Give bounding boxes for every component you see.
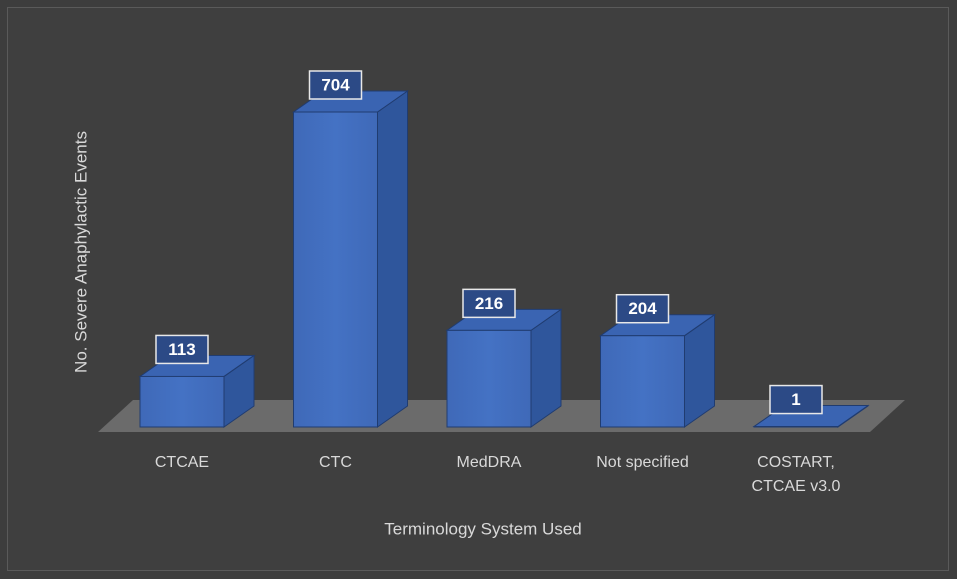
value-label: 704 — [321, 75, 350, 94]
value-label-box — [462, 288, 516, 319]
x-tick-label: Not specified — [596, 454, 689, 471]
bar-side — [377, 90, 408, 428]
bars: 113 704 216 204 1 — [138, 70, 870, 428]
value-label: 1 — [791, 390, 800, 409]
bar — [598, 313, 717, 428]
x-tick-label: CTCAE — [154, 454, 210, 471]
bar-front — [446, 329, 532, 428]
bar-front — [139, 375, 225, 428]
value-label: 113 — [168, 340, 195, 359]
value-label-box — [615, 293, 670, 324]
bar — [445, 308, 563, 428]
x-tick-label: COSTART, CTCAE v3.0 — [751, 454, 841, 495]
value-label: 216 — [475, 294, 503, 313]
x-axis-title: Terminology System Used — [384, 519, 581, 538]
y-axis-title: No. Severe Anaphylactic Events — [71, 131, 90, 373]
value-label-box — [769, 384, 823, 415]
bar-front — [600, 335, 685, 428]
x-tick-label: MedDRA — [456, 454, 522, 471]
value-label: 204 — [628, 299, 657, 318]
value-label-box — [308, 70, 363, 100]
bar-front — [293, 111, 378, 428]
bar — [138, 354, 256, 428]
bar — [291, 90, 410, 428]
x-tick-label: CTC — [319, 454, 352, 471]
value-label-box — [155, 334, 209, 365]
